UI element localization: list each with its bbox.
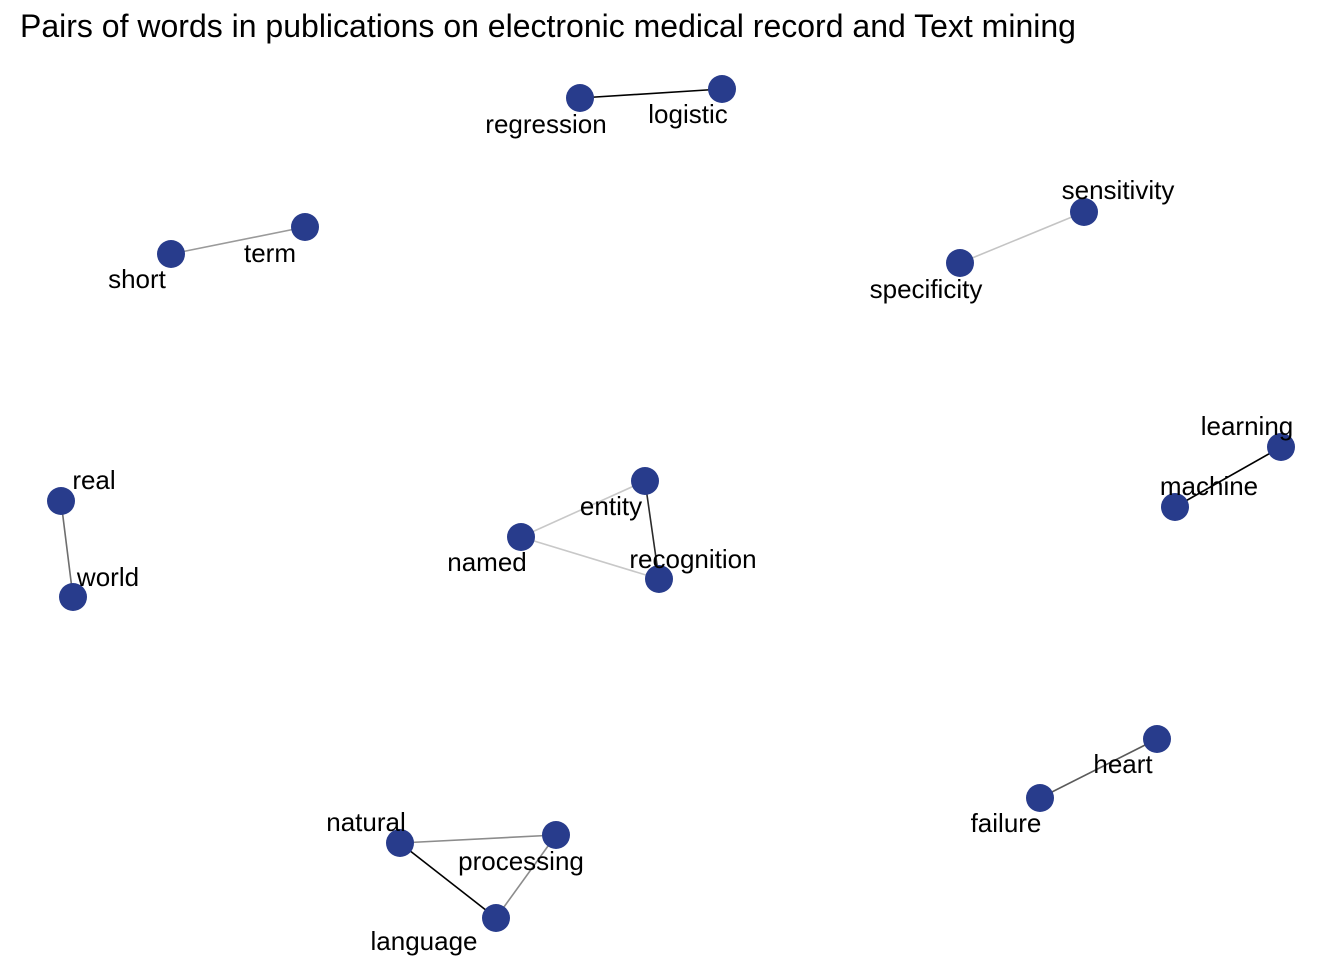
edge-named-recognition xyxy=(520,536,660,580)
node-label-regression: regression xyxy=(485,109,606,139)
node-label-failure: failure xyxy=(971,808,1042,838)
node-logistic xyxy=(708,75,736,103)
nodes-layer xyxy=(47,75,1295,932)
node-specificity xyxy=(946,249,974,277)
node-label-recognition: recognition xyxy=(629,544,756,574)
node-label-world: world xyxy=(76,562,139,592)
node-label-learning: learning xyxy=(1201,411,1294,441)
node-label-sensitivity: sensitivity xyxy=(1062,175,1175,205)
node-label-term: term xyxy=(244,238,296,268)
edge-machine-learning xyxy=(1174,446,1282,508)
node-label-entity: entity xyxy=(580,491,642,521)
node-label-real: real xyxy=(72,465,115,495)
edge-entity-recognition xyxy=(644,480,660,580)
edge-failure-heart xyxy=(1039,738,1158,799)
edge-named-entity xyxy=(520,480,646,538)
edge-regression-logistic xyxy=(579,88,723,99)
edge-processing-language xyxy=(495,834,557,919)
node-label-language: language xyxy=(371,926,478,956)
node-real xyxy=(47,487,75,515)
edge-short-term xyxy=(170,226,306,255)
figure-title: Pairs of words in publications on electr… xyxy=(20,8,1076,44)
node-natural xyxy=(386,829,414,857)
node-short xyxy=(157,240,185,268)
node-recognition xyxy=(645,565,673,593)
edge-natural-language xyxy=(399,842,497,919)
node-language xyxy=(482,904,510,932)
edge-natural-processing xyxy=(399,834,557,844)
node-entity xyxy=(631,467,659,495)
node-heart xyxy=(1143,725,1171,753)
node-label-short: short xyxy=(108,264,167,294)
node-label-natural: natural xyxy=(326,807,406,837)
node-machine xyxy=(1161,493,1189,521)
node-label-machine: machine xyxy=(1160,471,1258,501)
labels-layer: regression logistic short term sensitivity sp… xyxy=(72,99,1293,956)
edge-real-world xyxy=(60,500,74,598)
node-term xyxy=(291,213,319,241)
node-regression xyxy=(566,84,594,112)
node-processing xyxy=(542,821,570,849)
edge-specificity-sensitivity xyxy=(959,211,1085,264)
node-named xyxy=(507,523,535,551)
node-label-heart: heart xyxy=(1093,749,1153,779)
node-world xyxy=(59,583,87,611)
edges-layer xyxy=(60,88,1282,919)
node-label-processing: processing xyxy=(458,846,584,876)
node-sensitivity xyxy=(1070,198,1098,226)
node-label-specificity: specificity xyxy=(870,274,983,304)
node-failure xyxy=(1026,784,1054,812)
node-label-logistic: logistic xyxy=(648,99,727,129)
node-learning xyxy=(1267,433,1295,461)
node-label-named: named xyxy=(447,547,527,577)
